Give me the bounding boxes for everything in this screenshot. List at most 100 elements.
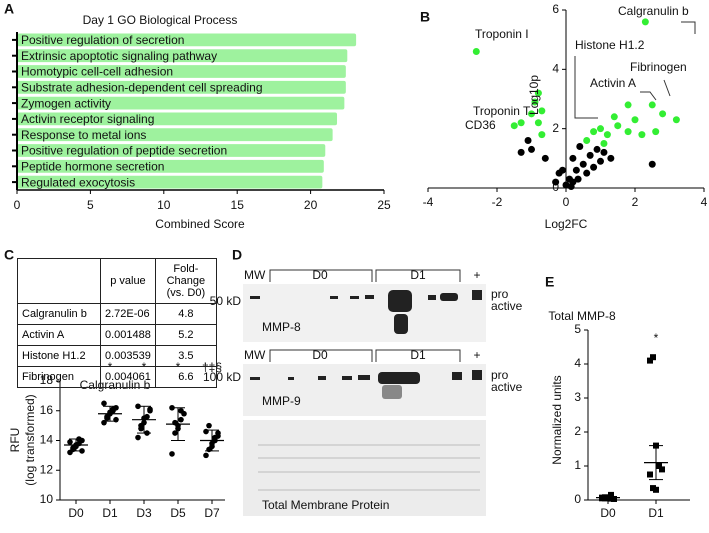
- y-tick-label: 4: [574, 356, 581, 370]
- table-cell: 0.001488: [100, 324, 156, 346]
- blot-label: MW: [244, 268, 266, 282]
- bar-label: Response to metal ions: [21, 128, 146, 142]
- point: [638, 131, 646, 139]
- y-axis-label: Log10p: [527, 75, 541, 115]
- bar-label: Positive regulation of secretion: [21, 33, 184, 47]
- point: [600, 148, 608, 156]
- blot: [243, 364, 486, 416]
- y-tick-label: 0: [574, 492, 581, 506]
- point: [559, 166, 567, 174]
- bar-label: Homotypic cell-cell adhesion: [21, 65, 173, 79]
- blot-label: pro: [491, 368, 509, 382]
- point: [600, 140, 608, 147]
- y-tick-label: 16: [40, 403, 54, 417]
- panel-label: C: [4, 247, 14, 263]
- point: [538, 131, 546, 139]
- point: [206, 422, 212, 429]
- y-axis-label: (log transformed): [23, 394, 37, 485]
- bar: [17, 112, 338, 126]
- annotation: CD36: [465, 118, 496, 132]
- table-row: Fibrinogen 0.004061 6.6: [17, 366, 217, 388]
- point: [608, 491, 614, 498]
- bar-label: Activin receptor signaling: [21, 112, 154, 126]
- table-cell: 4.8: [154, 303, 217, 325]
- point: [650, 354, 656, 361]
- panel-label: B: [420, 9, 430, 25]
- chart-title: Day 1 GO Biological Process: [83, 13, 238, 27]
- table-row: Calgranulin b 2.72E-06 4.8: [17, 303, 217, 325]
- x-tick-label: D3: [136, 506, 152, 520]
- point: [586, 151, 594, 159]
- blot: [243, 420, 486, 516]
- x-axis-label: Combined Score: [155, 217, 245, 231]
- point: [652, 128, 660, 136]
- point: [169, 451, 175, 457]
- point: [510, 122, 518, 130]
- panel-label: A: [4, 1, 14, 17]
- point: [212, 434, 218, 441]
- point: [659, 110, 667, 118]
- y-tick-label: 14: [40, 433, 54, 447]
- annotation: Troponin I: [475, 27, 529, 41]
- bar: [17, 128, 333, 142]
- blot-label: MW: [244, 348, 266, 362]
- x-tick-label: -2: [492, 195, 503, 209]
- point: [648, 101, 656, 109]
- bar-label: Positive regulation of peptide secretion: [21, 144, 227, 158]
- point: [517, 119, 525, 127]
- table-cell: Fibrinogen: [17, 366, 101, 388]
- leader-line: [640, 91, 657, 101]
- bar: [17, 175, 323, 189]
- y-axis-label: Normalized units: [550, 375, 564, 464]
- point: [574, 175, 582, 183]
- table-cell: 2.72E-06: [100, 303, 156, 325]
- annotation: Fibrinogen: [630, 60, 687, 74]
- point: [528, 110, 535, 118]
- bar: [17, 49, 348, 63]
- header-cell: p value: [100, 258, 156, 304]
- point: [110, 406, 116, 413]
- point: [138, 422, 144, 429]
- table-cell: 0.004061: [100, 366, 156, 388]
- point: [641, 18, 649, 26]
- blot-label: 50 kD: [210, 294, 242, 308]
- point: [579, 160, 587, 168]
- y-tick-label: 1: [574, 458, 581, 472]
- point: [593, 145, 601, 153]
- blot-label: +: [473, 348, 480, 362]
- point: [597, 125, 604, 133]
- point: [607, 154, 615, 162]
- point: [647, 471, 653, 478]
- blot-label: active: [491, 299, 523, 313]
- blot-images: [243, 269, 486, 516]
- point: [572, 166, 580, 174]
- point: [101, 400, 107, 407]
- x-tick-label: 4: [701, 195, 708, 209]
- x-tick-label: D7: [204, 506, 220, 520]
- point: [583, 137, 591, 145]
- point: [624, 128, 632, 136]
- x-tick-label: 15: [231, 198, 245, 212]
- point: [524, 137, 532, 145]
- x-tick-label: 0: [563, 195, 570, 209]
- point: [172, 430, 178, 436]
- x-tick-label: D1: [102, 506, 118, 520]
- stats-table: p value Fold-Change (vs. D0) Calgranulin b…: [17, 258, 217, 388]
- x-tick-label: 25: [377, 198, 391, 212]
- table-row: Histone H1.2 0.003539 3.5: [17, 345, 217, 367]
- annotation: Activin A: [590, 76, 636, 90]
- x-tick-label: -4: [423, 195, 434, 209]
- x-tick-label: D1: [648, 506, 664, 520]
- y-tick-label: 3: [574, 390, 581, 404]
- blot-label: D1: [410, 268, 426, 282]
- point: [203, 452, 209, 459]
- leader-line: [663, 79, 671, 97]
- bar: [17, 65, 346, 78]
- table-cell: Activin A: [17, 324, 101, 346]
- y-tick-label: 4: [552, 62, 559, 76]
- blot-label: Total Membrane Protein: [262, 498, 389, 512]
- total-lanes: [258, 444, 480, 491]
- header-cell: [17, 258, 101, 304]
- blot-label: +: [473, 268, 480, 282]
